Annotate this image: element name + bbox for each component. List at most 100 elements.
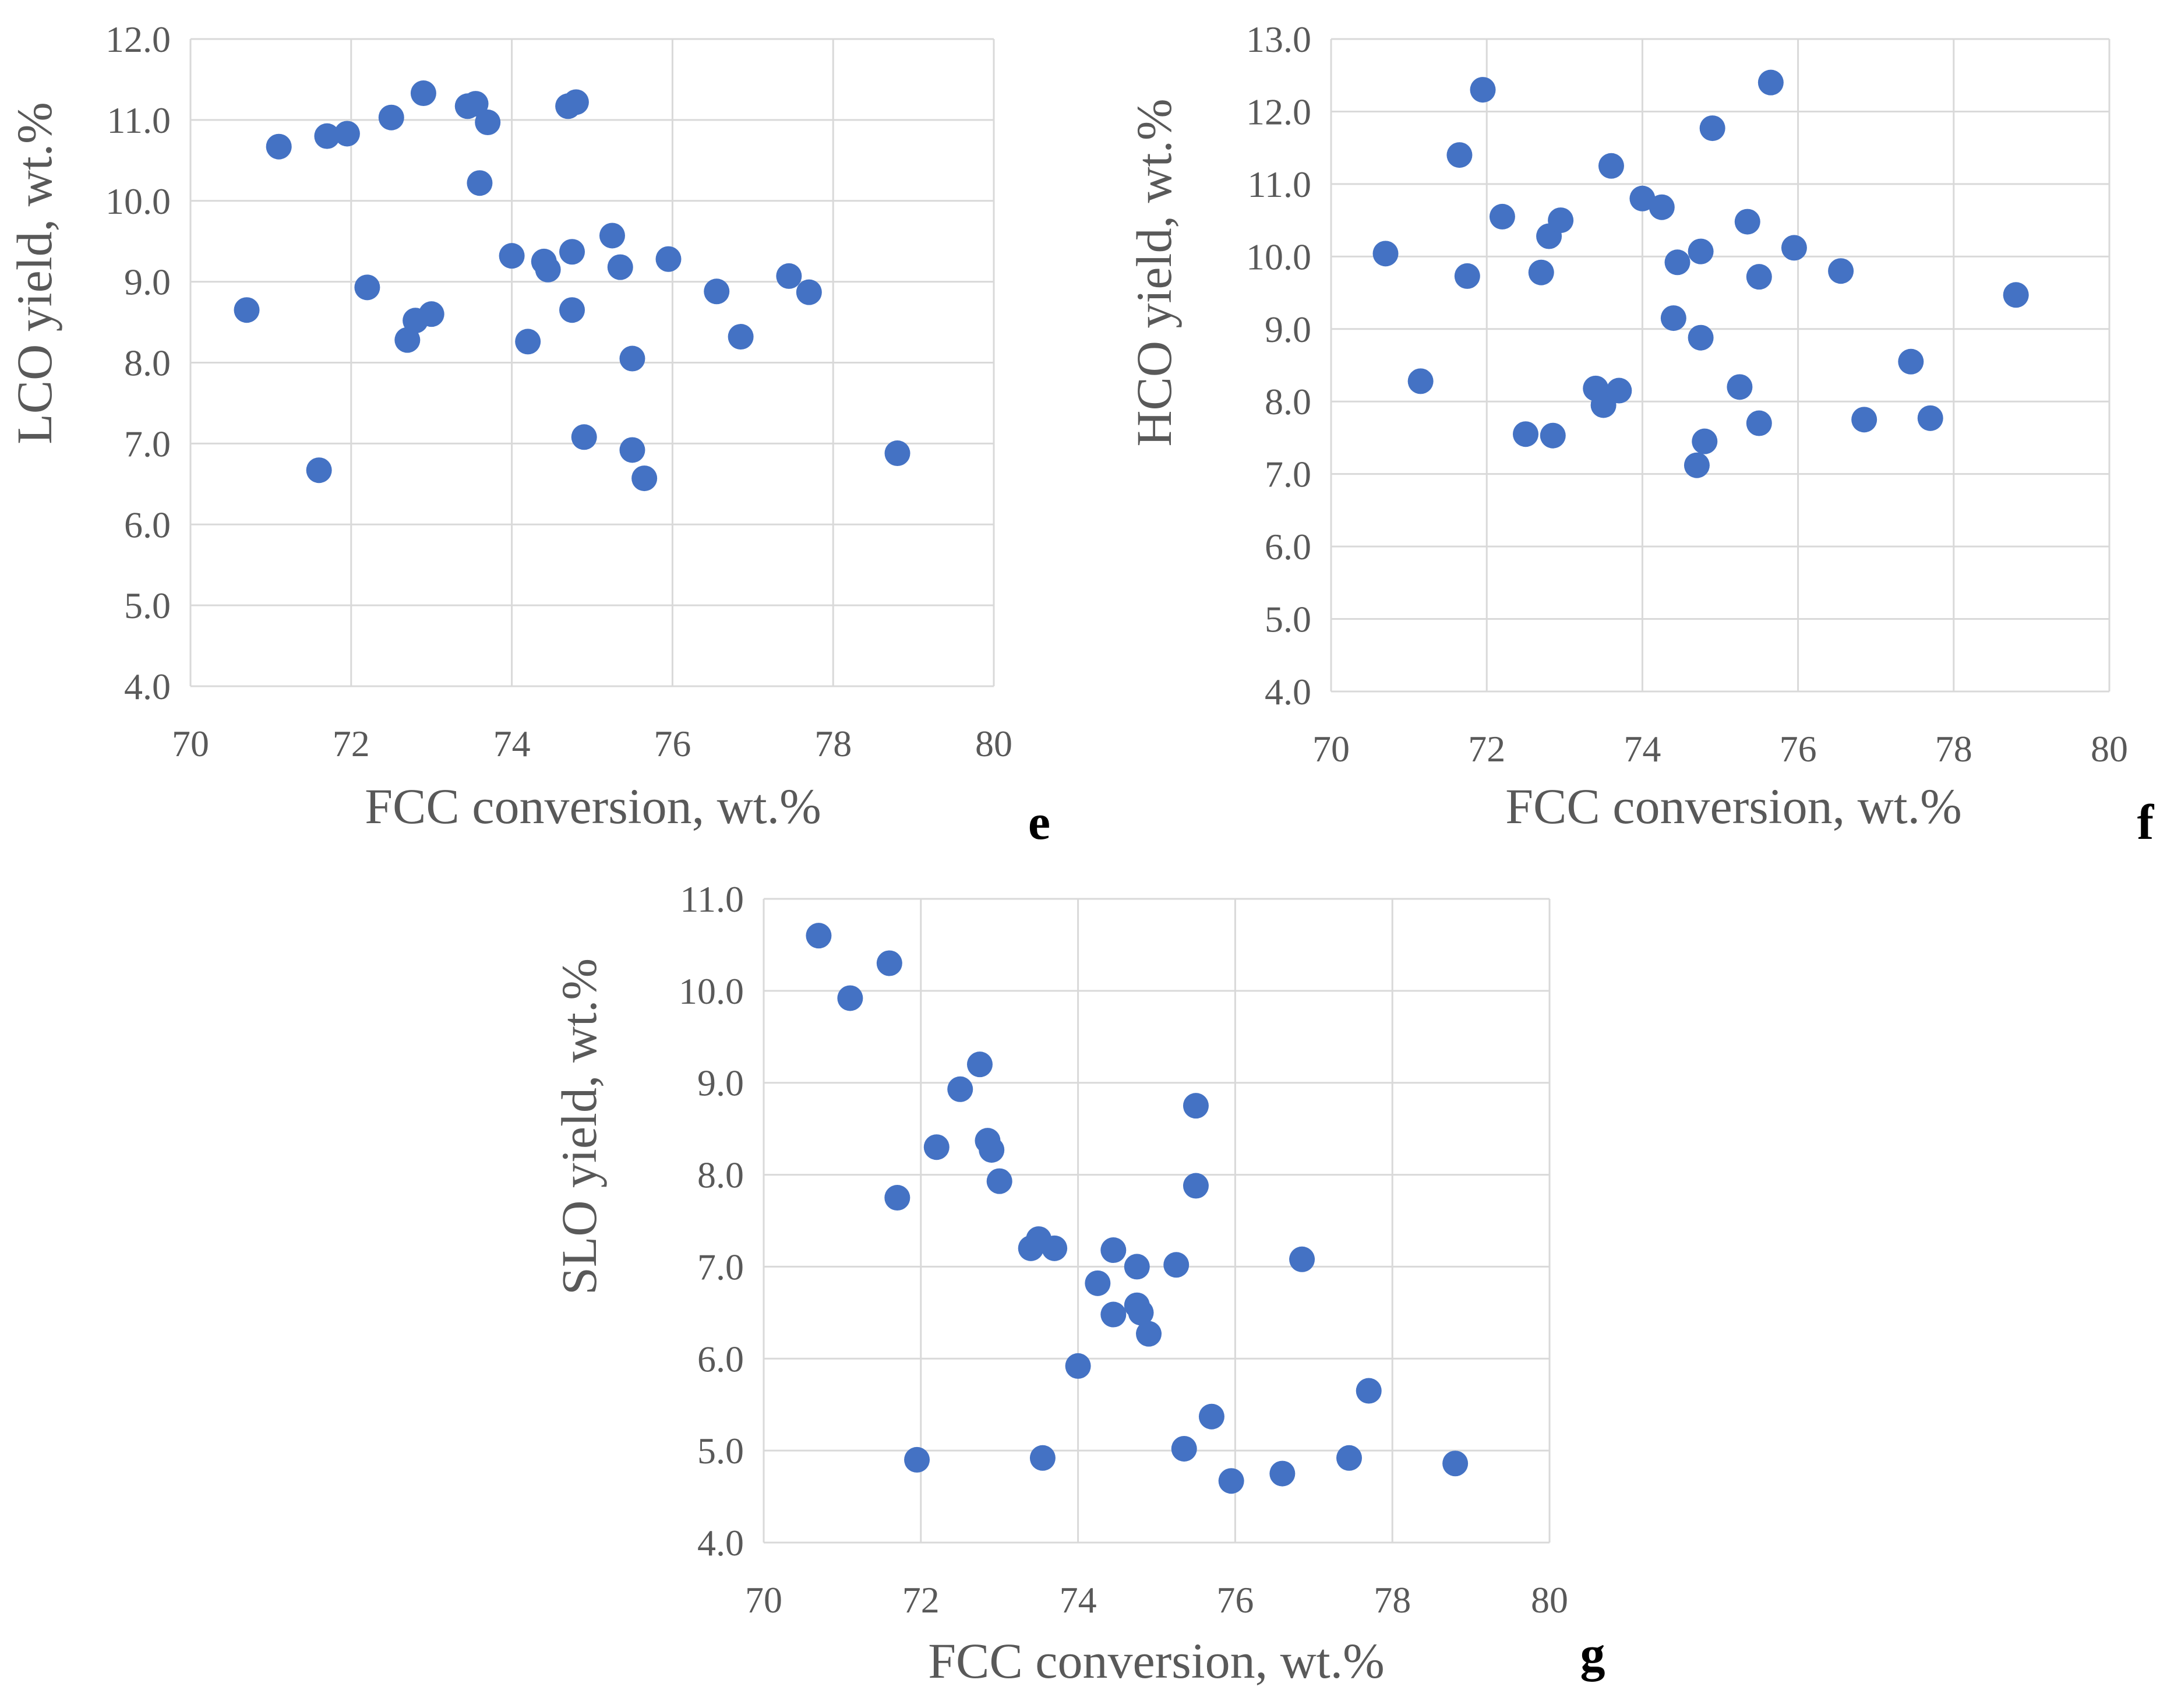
x-tick-label: 80 <box>1531 1579 1568 1621</box>
y-tick-label: 4.0 <box>1265 671 1311 712</box>
data-point <box>923 1134 950 1160</box>
data-point <box>979 1137 1005 1163</box>
data-point <box>1442 1451 1469 1477</box>
data-point <box>394 327 421 353</box>
y-tick-label: 10.0 <box>1246 236 1311 277</box>
x-tick-label: 78 <box>1374 1579 1411 1621</box>
x-tick-label: 78 <box>1935 728 1972 770</box>
data-point <box>796 279 822 305</box>
panel-label-g: g <box>1580 1626 1605 1682</box>
data-point <box>1692 428 1718 454</box>
data-point <box>378 104 404 130</box>
axes-f <box>1330 39 2109 693</box>
data-point <box>410 80 436 107</box>
data-point <box>515 329 541 355</box>
scatter-chart-g: 4.05.06.07.08.09.010.011.0 70 72 74 76 78 80 … <box>551 878 1605 1689</box>
data-point <box>1851 407 1877 433</box>
data-point <box>655 246 682 272</box>
data-point <box>314 123 340 149</box>
panel-label-e: e <box>1028 794 1050 850</box>
y-tick-labels-g: 4.0 5.0 6.0 7.0 8.0 9.0 10.0 11.0 <box>679 878 744 1564</box>
data-point <box>559 239 585 265</box>
x-tick-label: 80 <box>975 723 1012 764</box>
data-point <box>1454 263 1480 289</box>
data-point <box>1372 241 1399 267</box>
data-point <box>1136 1321 1162 1347</box>
data-point <box>1183 1173 1209 1199</box>
data-point <box>463 91 489 117</box>
data-point <box>234 297 260 323</box>
data-point <box>1660 305 1686 331</box>
y-tick-label: 4.0 <box>124 666 171 707</box>
x-tick-label: 72 <box>1468 728 1505 770</box>
data-point <box>1470 77 1496 103</box>
axes-g <box>763 899 1550 1544</box>
data-point <box>475 110 501 136</box>
y-tick-label: 12.0 <box>1246 91 1311 132</box>
data-point <box>1065 1353 1091 1379</box>
data-point <box>467 170 493 196</box>
x-tick-label: 76 <box>1216 1579 1254 1621</box>
data-points-e <box>234 80 910 492</box>
data-point <box>1128 1300 1154 1326</box>
y-tick-label: 7.0 <box>124 423 171 464</box>
data-point <box>2003 282 2029 308</box>
y-axis-label-g: SLO yield, wt.% <box>551 958 607 1295</box>
data-point <box>1198 1403 1224 1430</box>
panel-label-f: f <box>2137 794 2155 850</box>
y-tick-label: 9.0 <box>1265 309 1311 350</box>
y-tick-label: 9.0 <box>697 1063 744 1104</box>
data-points-g <box>806 923 1469 1494</box>
y-tick-label: 8.0 <box>697 1155 744 1196</box>
y-tick-label: 8.0 <box>1265 381 1311 422</box>
x-tick-labels-e: 70 72 74 76 78 80 <box>172 723 1012 764</box>
data-point <box>1218 1468 1244 1494</box>
x-tick-label: 76 <box>1780 728 1817 770</box>
data-point <box>1183 1093 1209 1119</box>
data-point <box>966 1051 993 1078</box>
data-point <box>1781 235 1807 261</box>
y-tick-label: 11.0 <box>1247 164 1311 205</box>
data-point <box>599 223 625 249</box>
y-tick-label: 5.0 <box>697 1430 744 1471</box>
data-point <box>884 440 910 467</box>
data-point <box>1336 1445 1363 1471</box>
data-point <box>806 923 832 949</box>
y-tick-label: 11.0 <box>107 100 171 141</box>
y-tick-label: 8.0 <box>124 343 171 384</box>
x-tick-label: 74 <box>1060 1579 1097 1621</box>
data-point <box>1446 142 1473 168</box>
x-tick-label: 72 <box>902 1579 940 1621</box>
y-tick-labels-e: 4.0 5.0 6.0 7.0 8.0 9.0 10.0 11.0 12.0 <box>105 19 171 707</box>
y-tick-label: 12.0 <box>105 19 171 60</box>
data-point <box>1540 422 1566 449</box>
grid-f <box>1331 38 2111 691</box>
data-point <box>334 121 360 147</box>
x-tick-label: 76 <box>654 723 691 764</box>
data-point <box>1489 203 1515 230</box>
data-point <box>306 457 332 484</box>
x-axis-label-g: FCC conversion, wt.% <box>928 1633 1385 1689</box>
data-point <box>1407 368 1434 394</box>
x-tick-label: 72 <box>333 723 370 764</box>
y-tick-label: 10.0 <box>679 971 744 1012</box>
scatter-chart-f: 4.05.06.07.08.09.010.011.012.013.0 70 72 7… <box>1126 19 2155 850</box>
x-tick-label: 70 <box>172 723 209 764</box>
y-tick-label: 5.0 <box>1265 599 1311 640</box>
y-tick-label: 6.0 <box>697 1338 744 1379</box>
data-point <box>631 465 658 492</box>
x-tick-label: 78 <box>814 723 852 764</box>
data-point <box>1727 374 1753 400</box>
y-tick-label: 6.0 <box>124 504 171 545</box>
x-tick-labels-g: 70 72 74 76 78 80 <box>745 1579 1568 1621</box>
data-point <box>1684 452 1710 478</box>
data-point <box>354 274 380 301</box>
data-point <box>904 1446 930 1473</box>
data-point <box>1598 153 1624 179</box>
y-tick-label: 10.0 <box>105 181 171 222</box>
data-point <box>1100 1301 1127 1328</box>
data-point <box>1649 194 1675 220</box>
data-point <box>1100 1237 1127 1264</box>
y-tick-label: 11.0 <box>680 878 744 920</box>
data-point <box>1699 115 1725 142</box>
